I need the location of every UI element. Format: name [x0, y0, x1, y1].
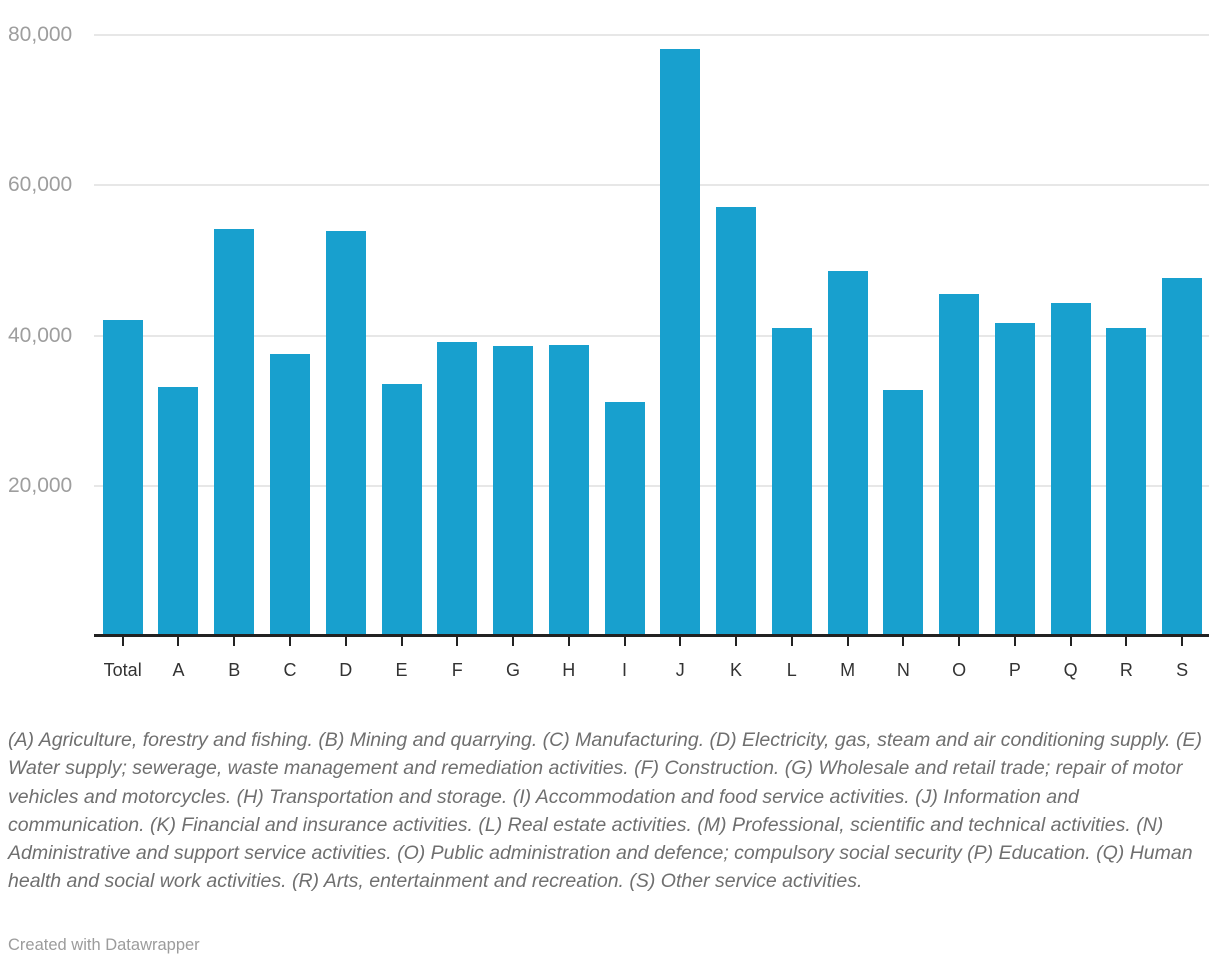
y-tick-label: 20,000: [8, 473, 73, 497]
x-tick-label-l: L: [786, 660, 797, 680]
x-tick-label-c: C: [283, 660, 297, 680]
bar-b[interactable]: [214, 228, 255, 636]
x-tick-label-o: O: [952, 660, 967, 680]
x-axis-tick: [512, 637, 515, 646]
gridline: [94, 184, 1209, 187]
x-tick-label-e: E: [395, 660, 408, 680]
bar-m[interactable]: [827, 270, 868, 636]
x-axis-tick: [679, 637, 682, 646]
x-axis-tick: [1013, 637, 1016, 646]
x-tick-label-n: N: [896, 660, 910, 680]
bar-k[interactable]: [716, 207, 757, 636]
bar-total[interactable]: [102, 319, 143, 636]
x-axis-tick: [233, 637, 236, 646]
x-axis-tick: [1069, 637, 1072, 646]
y-tick-label: 60,000: [8, 173, 73, 197]
bar-r[interactable]: [1106, 327, 1147, 636]
bar-chart: 20,000 40,000 60,000 80,000 Total A B C D E F G H I J K…: [8, 23, 1209, 680]
bar-p[interactable]: [994, 323, 1035, 636]
bar-d[interactable]: [325, 231, 366, 636]
x-tick-label-g: G: [506, 660, 521, 680]
gridline: [94, 484, 1209, 487]
bar-s[interactable]: [1162, 277, 1203, 636]
y-tick-label: 40,000: [8, 323, 73, 347]
x-tick-label-d: D: [339, 660, 353, 680]
x-axis-tick: [288, 637, 291, 646]
x-axis-line: [94, 634, 1209, 637]
x-axis-tick: [567, 637, 570, 646]
x-axis-tick: [958, 637, 961, 646]
x-axis-tick: [790, 637, 793, 646]
gridline: [94, 334, 1209, 337]
x-tick-label-m: M: [840, 660, 856, 680]
bar-h[interactable]: [548, 344, 589, 636]
bar-c[interactable]: [269, 354, 310, 636]
x-axis-tick: [344, 637, 347, 646]
bar-g[interactable]: [493, 346, 534, 636]
bar-j[interactable]: [660, 48, 701, 636]
bar-i[interactable]: [604, 402, 645, 636]
x-tick-label-q: Q: [1063, 660, 1078, 680]
x-tick-label-b: B: [228, 660, 241, 680]
x-tick-label-r: R: [1119, 660, 1133, 680]
x-tick-label-p: P: [1008, 660, 1021, 680]
x-tick-label-j: J: [675, 660, 685, 680]
x-axis-tick: [456, 637, 459, 646]
x-axis-tick: [623, 637, 626, 646]
bar-e[interactable]: [381, 384, 422, 636]
gridline: [94, 34, 1209, 36]
x-tick-label-i: I: [622, 660, 628, 680]
bar-o[interactable]: [939, 294, 980, 636]
x-tick-label-total: Total: [103, 660, 142, 680]
x-tick-label-f: F: [451, 660, 463, 680]
x-axis-tick: [177, 637, 180, 646]
x-axis-tick: [735, 637, 738, 646]
x-axis-tick: [846, 637, 849, 646]
x-axis-tick: [121, 637, 124, 646]
bar-q[interactable]: [1050, 303, 1091, 636]
bar-l[interactable]: [771, 327, 812, 636]
bar-f[interactable]: [437, 342, 478, 636]
x-axis-tick: [1125, 637, 1128, 646]
x-axis-tick: [400, 637, 403, 646]
bar-a[interactable]: [158, 386, 199, 636]
x-tick-label-k: K: [730, 660, 743, 680]
x-axis-tick: [902, 637, 905, 646]
datawrapper-credit: Created with Datawrapper: [8, 936, 200, 954]
chart-footnote: (A) Agriculture, forestry and fishing. (…: [8, 729, 1202, 893]
x-tick-label-a: A: [172, 660, 185, 680]
bar-n[interactable]: [883, 390, 924, 636]
x-tick-label-h: H: [562, 660, 576, 680]
x-axis-tick: [1181, 637, 1184, 646]
x-tick-label-s: S: [1176, 660, 1189, 680]
y-tick-label: 80,000: [8, 23, 73, 46]
